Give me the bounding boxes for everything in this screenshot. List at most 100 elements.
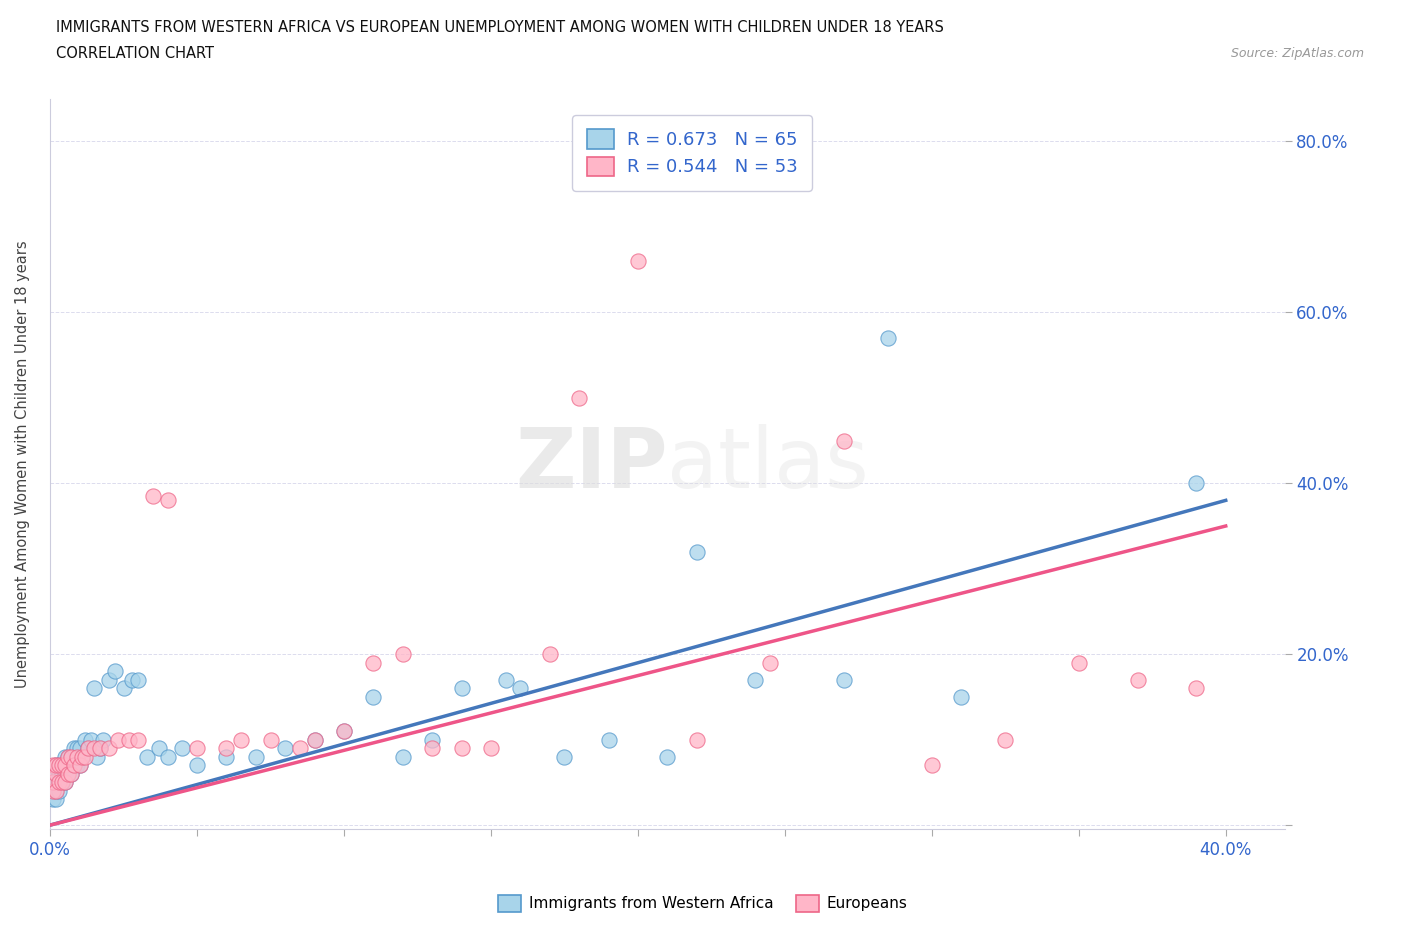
Text: ZIP: ZIP — [515, 423, 668, 505]
Point — [56, 750, 79, 764]
Point — [97, 672, 120, 687]
Point — [127, 732, 149, 747]
Point — [142, 488, 165, 503]
Point — [48, 758, 70, 773]
Point — [45, 792, 67, 807]
Point — [59, 766, 82, 781]
Point — [75, 750, 97, 764]
Point — [333, 724, 356, 738]
Legend: Immigrants from Western Africa, Europeans: Immigrants from Western Africa, European… — [492, 889, 914, 918]
Point — [45, 766, 67, 781]
Point — [69, 758, 91, 773]
Point — [538, 646, 561, 661]
Point — [51, 758, 73, 773]
Point — [148, 741, 170, 756]
Point — [759, 656, 782, 671]
Point — [51, 758, 73, 773]
Point — [231, 732, 253, 747]
Point — [921, 758, 943, 773]
Point — [744, 672, 766, 687]
Point — [304, 732, 326, 747]
Point — [1126, 672, 1149, 687]
Point — [62, 758, 84, 773]
Point — [832, 433, 855, 448]
Point — [553, 750, 575, 764]
Point — [56, 766, 79, 781]
Point — [53, 750, 76, 764]
Point — [876, 330, 898, 345]
Point — [495, 672, 517, 687]
Point — [994, 732, 1017, 747]
Point — [77, 741, 100, 756]
Point — [42, 783, 65, 798]
Point — [156, 493, 179, 508]
Point — [136, 750, 159, 764]
Point — [42, 758, 65, 773]
Point — [950, 689, 973, 704]
Point — [1067, 656, 1090, 671]
Point — [107, 732, 129, 747]
Text: atlas: atlas — [668, 423, 869, 505]
Point — [420, 732, 443, 747]
Point — [69, 741, 91, 756]
Point — [83, 741, 105, 756]
Point — [56, 766, 79, 781]
Point — [118, 732, 141, 747]
Point — [215, 741, 238, 756]
Point — [127, 672, 149, 687]
Point — [45, 758, 67, 773]
Point — [363, 656, 385, 671]
Point — [121, 672, 143, 687]
Point — [288, 741, 311, 756]
Point — [77, 741, 100, 756]
Point — [686, 544, 709, 559]
Point — [104, 664, 127, 679]
Point — [72, 750, 94, 764]
Point — [45, 758, 67, 773]
Point — [259, 732, 281, 747]
Point — [80, 732, 103, 747]
Point — [51, 775, 73, 790]
Point — [56, 750, 79, 764]
Text: CORRELATION CHART: CORRELATION CHART — [56, 46, 214, 61]
Point — [51, 766, 73, 781]
Point — [51, 775, 73, 790]
Point — [186, 741, 208, 756]
Text: IMMIGRANTS FROM WESTERN AFRICA VS EUROPEAN UNEMPLOYMENT AMONG WOMEN WITH CHILDRE: IMMIGRANTS FROM WESTERN AFRICA VS EUROPE… — [56, 20, 943, 35]
Point — [48, 758, 70, 773]
Point — [59, 750, 82, 764]
Y-axis label: Unemployment Among Women with Children Under 18 years: Unemployment Among Women with Children U… — [15, 240, 30, 688]
Point — [65, 758, 87, 773]
Point — [391, 646, 413, 661]
Point — [42, 775, 65, 790]
Point — [53, 766, 76, 781]
Point — [89, 741, 111, 756]
Point — [627, 254, 650, 269]
Point — [304, 732, 326, 747]
Point — [97, 741, 120, 756]
Point — [59, 750, 82, 764]
Point — [568, 391, 591, 405]
Point — [91, 732, 114, 747]
Point — [450, 741, 472, 756]
Point — [48, 766, 70, 781]
Point — [450, 681, 472, 696]
Point — [172, 741, 194, 756]
Point — [62, 741, 84, 756]
Point — [274, 741, 297, 756]
Text: Source: ZipAtlas.com: Source: ZipAtlas.com — [1230, 46, 1364, 60]
Point — [65, 741, 87, 756]
Point — [48, 775, 70, 790]
Point — [479, 741, 502, 756]
Point — [69, 758, 91, 773]
Point — [89, 741, 111, 756]
Point — [42, 783, 65, 798]
Point — [62, 758, 84, 773]
Point — [186, 758, 208, 773]
Point — [75, 732, 97, 747]
Point — [45, 766, 67, 781]
Point — [48, 775, 70, 790]
Point — [45, 783, 67, 798]
Point — [53, 775, 76, 790]
Legend: R = 0.673   N = 65, R = 0.544   N = 53: R = 0.673 N = 65, R = 0.544 N = 53 — [572, 115, 811, 191]
